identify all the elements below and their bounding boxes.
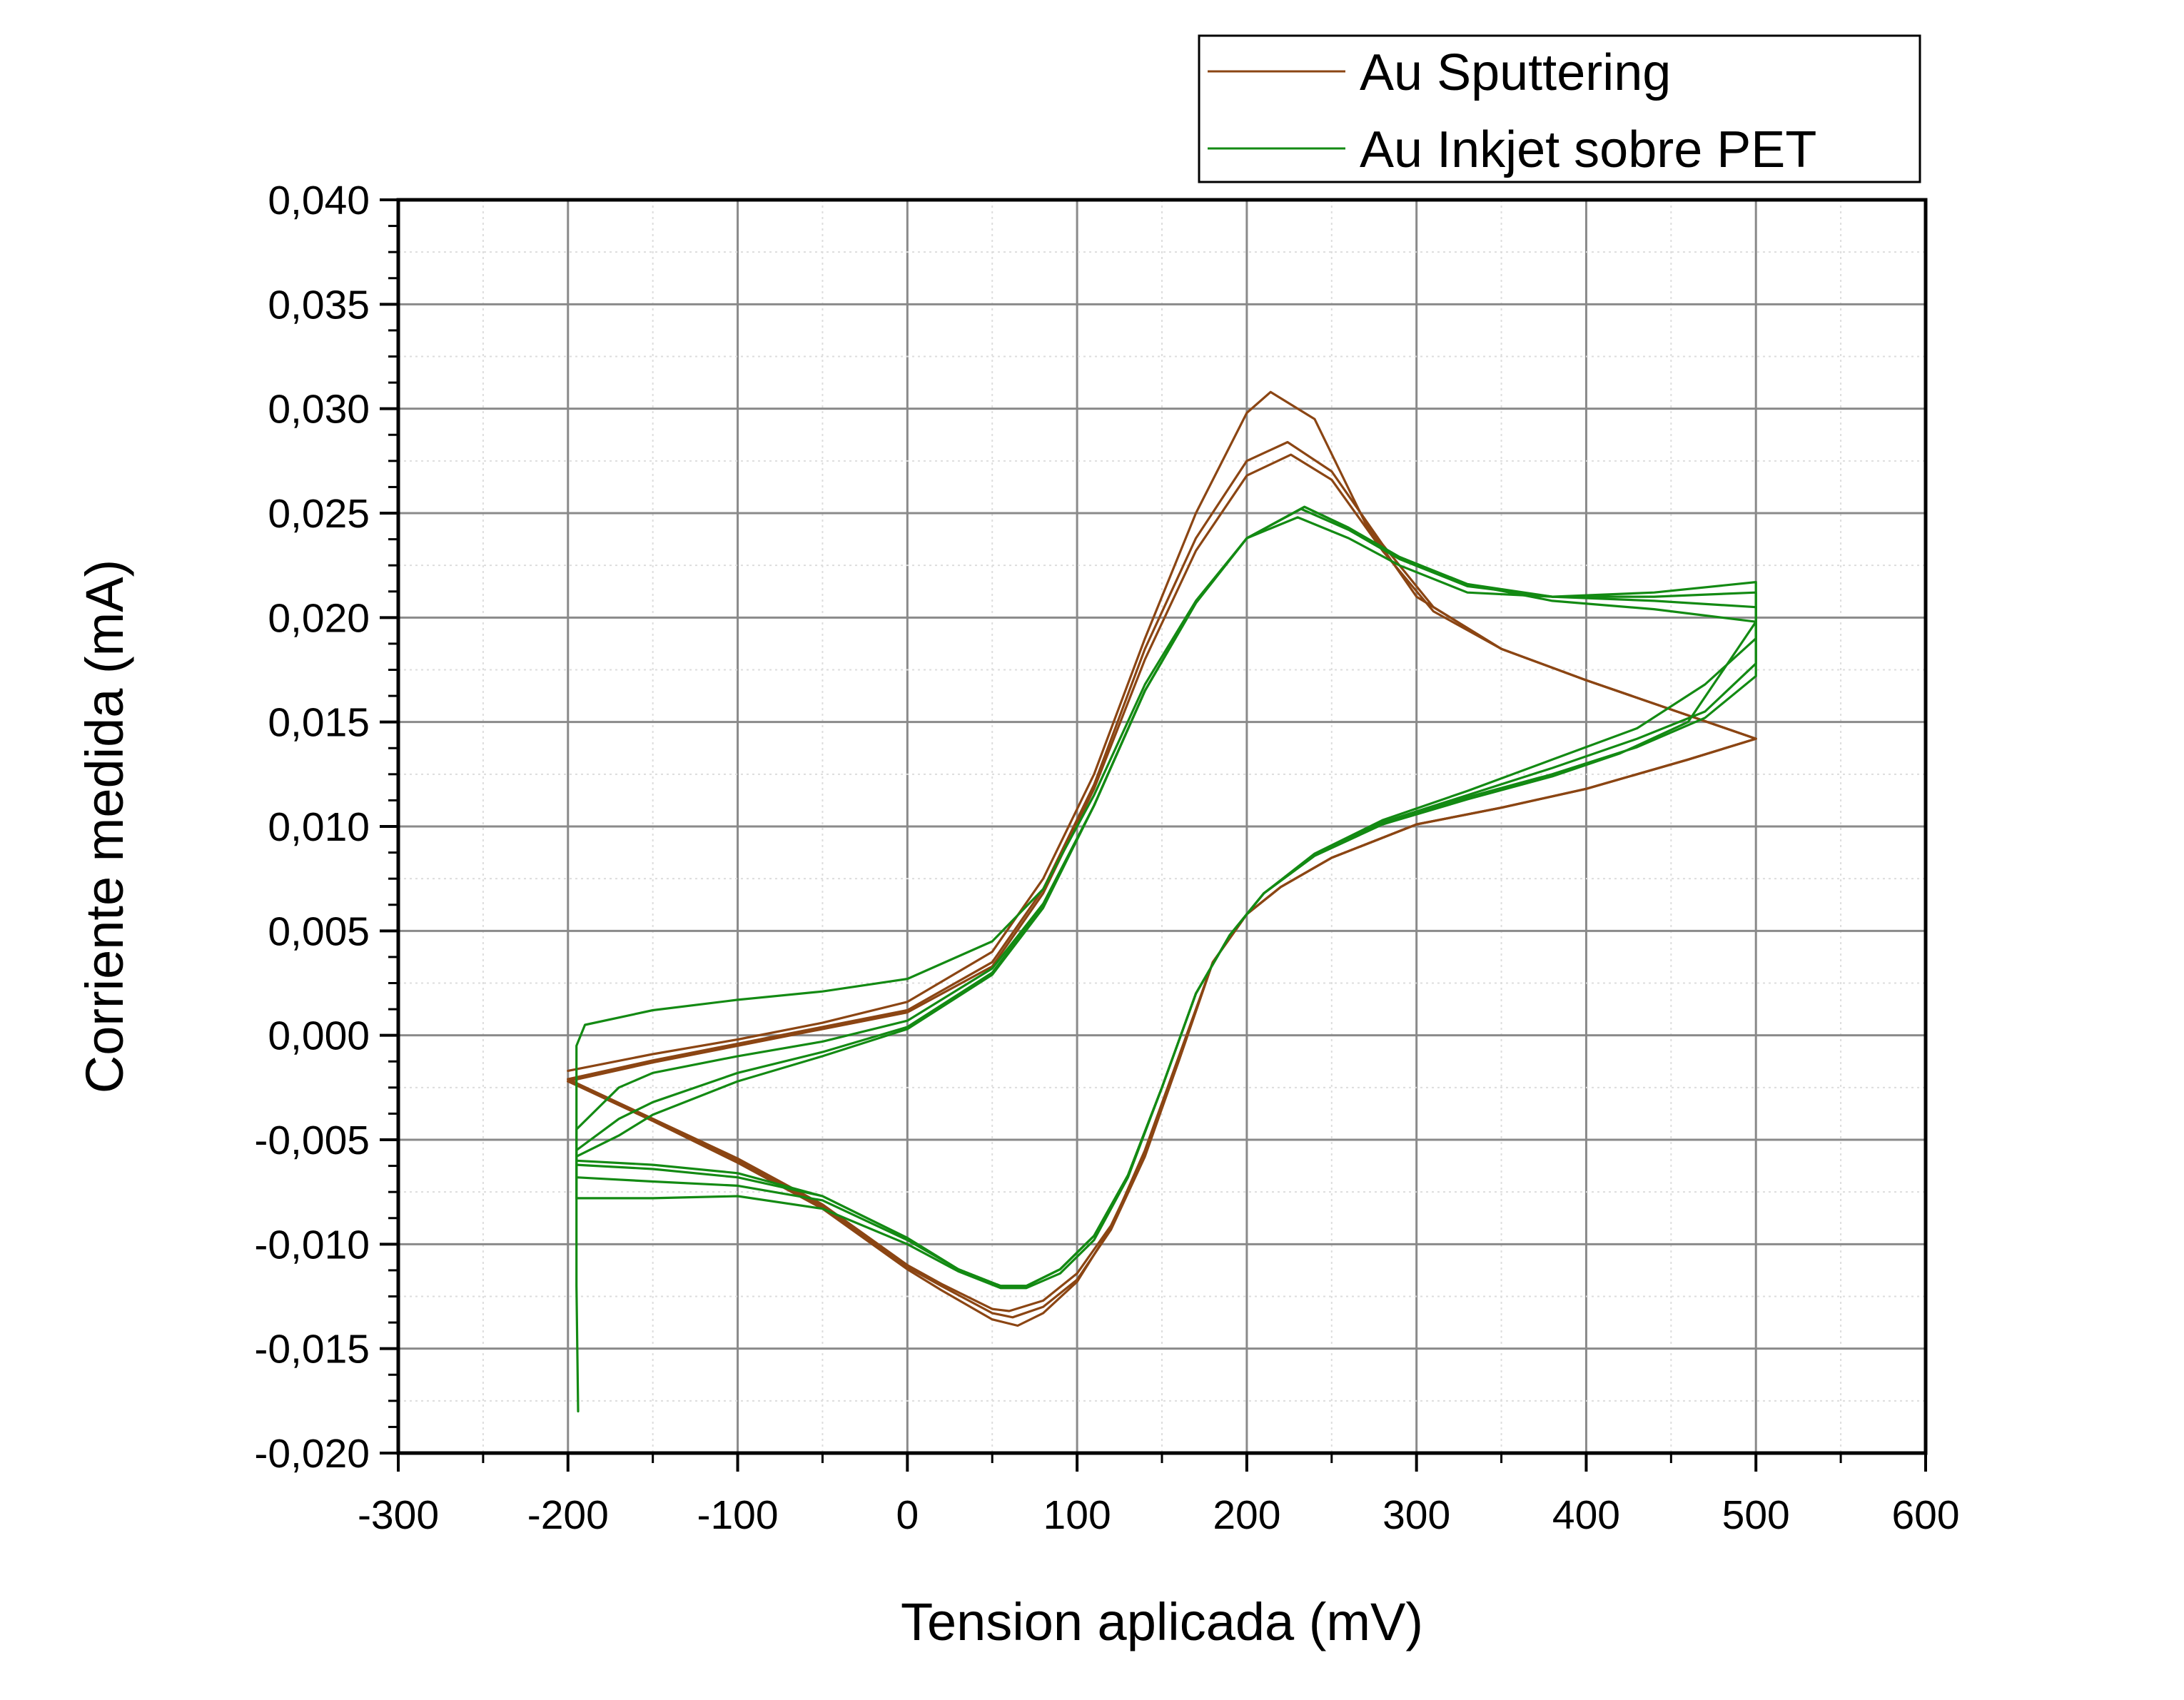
x-tick-label: -100 [697, 1492, 779, 1538]
y-tick-label: 0,020 [268, 595, 370, 641]
legend-label-au-inkjet-sobre-pet: Au Inkjet sobre PET [1360, 121, 1816, 178]
y-tick-label: 0,035 [268, 282, 370, 328]
x-tick-label: 200 [1213, 1492, 1280, 1538]
y-tick-label: -0,005 [254, 1118, 370, 1163]
x-tick-label: 400 [1552, 1492, 1620, 1538]
x-tick-label: 300 [1382, 1492, 1450, 1538]
y-tick-label: 0,010 [268, 804, 370, 850]
axis-ticks: -300 -200 -100 0 100 200 300 400 500 600 -0,020 -0,… [254, 178, 1959, 1538]
y-tick-label: -0,020 [254, 1431, 370, 1477]
plot-area [567, 390, 1757, 1413]
y-tick-label: 0,015 [268, 700, 370, 746]
series-au-inkjet-sobre-pet-cycle-4 [575, 505, 1757, 1287]
y-tick-label: 0,000 [268, 1013, 370, 1059]
y-tick-label: 0,040 [268, 178, 370, 223]
x-tick-label: 0 [896, 1492, 919, 1538]
y-tick-label: 0,030 [268, 387, 370, 432]
x-tick-label: -300 [358, 1492, 439, 1538]
x-tick-label: -200 [527, 1492, 609, 1538]
x-tick-label: 100 [1043, 1492, 1111, 1538]
legend: Au Sputtering Au Inkjet sobre PET [1198, 34, 1921, 183]
y-tick-label: -0,015 [254, 1327, 370, 1372]
y-tick-label: 0,005 [268, 909, 370, 954]
y-tick-label: -0,010 [254, 1222, 370, 1268]
y-axis-title: Corriente medida (mA) [75, 560, 134, 1093]
y-tick-label: 0,025 [268, 491, 370, 537]
legend-box [1198, 34, 1921, 183]
x-axis-title: Tension aplicada (mV) [901, 1592, 1423, 1651]
x-tick-label: 600 [1891, 1492, 1959, 1538]
x-tick-label: 500 [1722, 1492, 1790, 1538]
legend-label-au-sputtering: Au Sputtering [1360, 44, 1671, 101]
